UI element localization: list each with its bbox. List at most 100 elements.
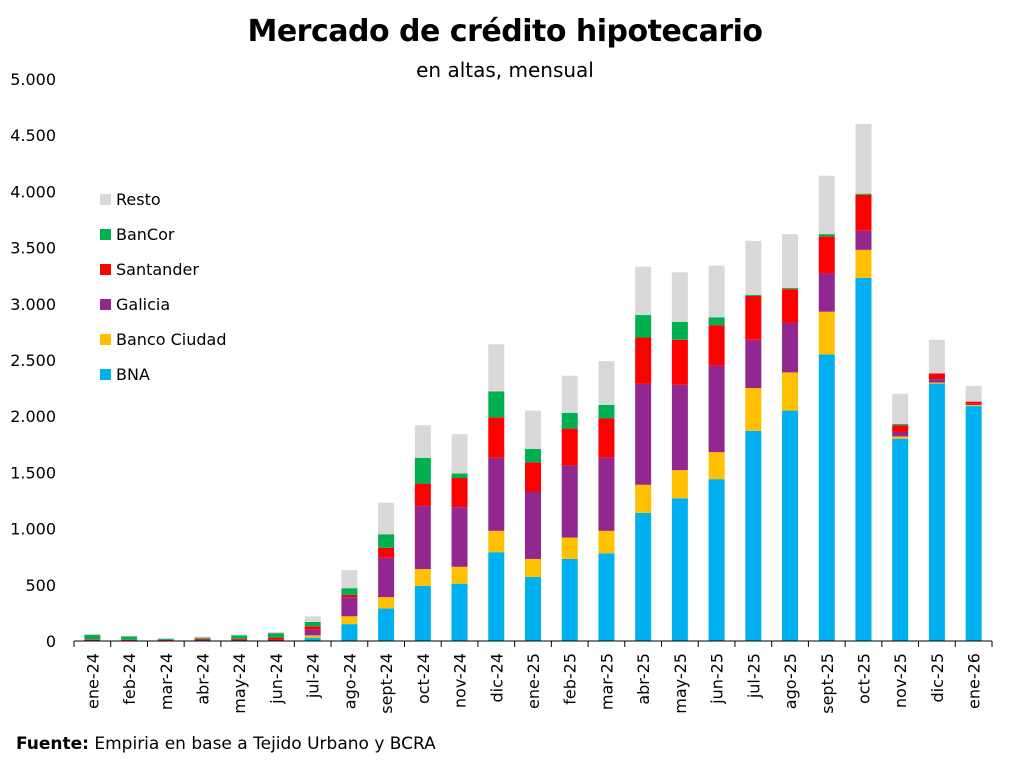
bar-segment-resto [157, 638, 174, 639]
bar-segment-santander [561, 428, 578, 466]
bar-segment-santander [892, 425, 909, 432]
bar-segment-santander [598, 418, 615, 458]
bar-segment-santander [928, 373, 945, 380]
legend-swatch [100, 229, 111, 240]
bar-segment-galicia [194, 639, 211, 641]
bar-segment-bancor [231, 635, 248, 639]
bar-segment-bna [671, 498, 688, 641]
x-tick-label: may-25 [671, 653, 690, 714]
bar-segment-santander [231, 638, 248, 640]
bar-segment-resto [414, 425, 431, 458]
x-tick-label: sept-24 [377, 653, 396, 714]
bar-segment-resto [451, 434, 468, 474]
bar-segment-galicia [782, 322, 799, 373]
bar-segment-bancor [341, 588, 358, 595]
bar-segment-bancor [598, 404, 615, 419]
chart-subtitle: en altas, mensual [416, 58, 594, 82]
bar-segment-banco-ciudad [451, 566, 468, 584]
bar-segment-resto [708, 265, 725, 318]
bar-segment-galicia [231, 639, 248, 641]
bar-segment-resto [818, 175, 835, 235]
bar-segment-santander [745, 295, 762, 340]
chart-title: Mercado de crédito hipotecario [247, 14, 763, 49]
bar-segment-banco-ciudad [745, 388, 762, 431]
bar-segment-resto [488, 344, 505, 392]
bar-segment-bancor [892, 424, 909, 426]
legend-label: Galicia [116, 295, 170, 314]
bar-segment-bancor [782, 288, 799, 290]
y-tick-label: 4.500 [10, 126, 56, 145]
bar-segment-bancor [671, 321, 688, 340]
bar-segment-santander [525, 462, 541, 492]
bar-segment-santander [488, 417, 505, 458]
x-tick-label: dic-25 [928, 653, 947, 703]
bar-segment-santander [451, 478, 468, 508]
bar-segment-santander [965, 401, 982, 404]
x-tick-label: ago-24 [340, 653, 359, 709]
bar-segment-galicia [451, 507, 468, 567]
legend-swatch [100, 264, 111, 275]
bar-segment-santander [378, 547, 395, 558]
y-tick-label: 500 [25, 576, 56, 595]
bar-segment-bna [451, 583, 468, 641]
x-tick-label: feb-25 [561, 653, 580, 705]
x-tick-label: abr-24 [194, 653, 213, 705]
legend-swatch [100, 334, 111, 345]
legend-label: Banco Ciudad [116, 330, 226, 349]
legend-label: Resto [116, 190, 161, 209]
bar-segment-galicia [488, 457, 505, 531]
legend-swatch [100, 299, 111, 310]
bar-segment-resto [561, 375, 578, 413]
bar-segment-bna [488, 552, 505, 641]
bar-segment-bna [304, 637, 321, 641]
bar-segment-galicia [855, 230, 872, 250]
bar-segment-santander [304, 626, 321, 630]
x-tick-label: feb-24 [120, 653, 139, 705]
bar-segment-banco-ciudad [598, 530, 615, 554]
bar-segment-resto [671, 272, 688, 322]
bar-segment-banco-ciudad [892, 436, 909, 439]
bar-segment-banco-ciudad [378, 597, 395, 609]
bar-segment-banco-ciudad [671, 470, 688, 499]
bar-segment-santander [855, 194, 872, 231]
bar-segment-resto [598, 361, 615, 405]
bar-segment-bancor [304, 621, 321, 627]
bar-segment-santander [635, 337, 652, 384]
x-tick-label: nov-25 [891, 653, 910, 708]
bar-segment-resto [341, 570, 358, 589]
bar-segment-santander [157, 639, 174, 641]
bar-segment-santander [671, 339, 688, 385]
bar-segment-banco-ciudad [635, 484, 652, 513]
bar-segment-bna [635, 512, 652, 641]
bar-segment-bancor [84, 634, 101, 640]
bar-segment-resto [267, 632, 284, 634]
bar-segment-galicia [928, 379, 945, 383]
x-tick-label: mar-25 [597, 653, 616, 710]
bar-segment-bancor [525, 448, 541, 463]
legend-label: Santander [116, 260, 199, 279]
bar-segment-bna [341, 624, 358, 641]
x-tick-label: ene-24 [83, 653, 102, 709]
bar-segment-bna [525, 576, 541, 641]
bar-segment-galicia [84, 639, 101, 641]
bar-segment-santander [267, 637, 284, 640]
bar-segment-galicia [304, 629, 321, 636]
x-tick-label: jul-24 [304, 653, 323, 699]
x-tick-label: ene-25 [524, 653, 543, 709]
bar-segment-bna [965, 406, 982, 641]
bar-segment-banco-ciudad [525, 558, 541, 577]
bar-segment-bancor [121, 636, 138, 640]
y-tick-label: 2.000 [10, 407, 56, 426]
bar-segment-galicia [745, 339, 762, 389]
x-tick-label: sept-25 [818, 653, 837, 714]
bar-segment-bancor [561, 412, 578, 429]
bar-segment-banco-ciudad [414, 569, 431, 586]
bar-segment-santander [341, 594, 358, 598]
legend-label: BNA [116, 365, 150, 384]
x-tick-label: jun-24 [267, 653, 286, 705]
y-tick-label: 3.000 [10, 295, 56, 314]
bar-segment-resto [928, 339, 945, 374]
bar-segment-galicia [818, 273, 835, 312]
x-tick-label: oct-24 [414, 653, 433, 704]
